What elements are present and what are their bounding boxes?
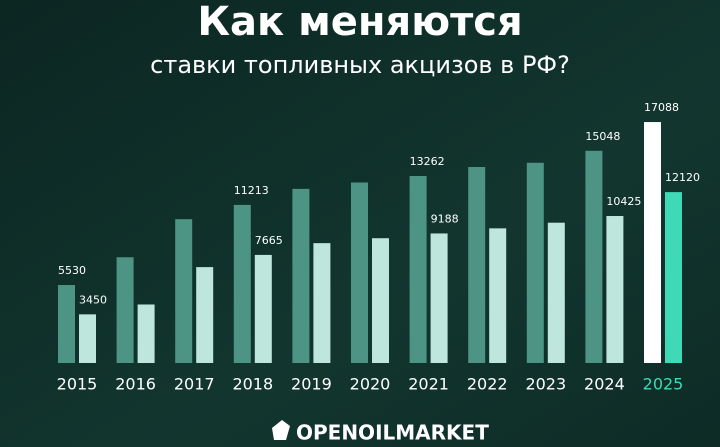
- value-label: 10425: [606, 195, 641, 208]
- x-tick-label: 2017: [174, 375, 215, 394]
- brand-name: OPENOILMARKET: [296, 421, 489, 445]
- brand-logo: OPENOILMARKET: [272, 420, 489, 445]
- value-label: 5530: [58, 264, 86, 277]
- bar: [606, 216, 624, 363]
- bar: [468, 167, 486, 363]
- x-tick-label: 2022: [467, 375, 508, 394]
- x-tick-label: 2019: [291, 375, 332, 394]
- chart-title: Как меняются: [197, 0, 522, 45]
- value-label: 7665: [255, 234, 283, 247]
- value-label: 11213: [234, 184, 269, 197]
- logo-icon: [272, 420, 290, 440]
- bar: [526, 162, 544, 363]
- bar: [430, 233, 448, 363]
- bar: [644, 122, 661, 363]
- x-tick-label: 2023: [525, 375, 566, 394]
- value-label: 13262: [410, 155, 445, 168]
- bar: [585, 150, 603, 363]
- bar: [116, 257, 134, 363]
- chart-subtitle: ставки топливных акцизов в РФ?: [150, 51, 570, 79]
- bar: [254, 254, 272, 363]
- x-tick-label: 2025: [643, 375, 684, 394]
- value-label: 17088: [644, 101, 679, 114]
- bar: [665, 192, 682, 363]
- x-tick-label: 2020: [350, 375, 391, 394]
- value-label: 12120: [665, 171, 700, 184]
- value-label: 3450: [79, 293, 107, 306]
- bar: [313, 243, 331, 363]
- bar: [58, 285, 75, 363]
- value-label: 15048: [585, 130, 620, 143]
- bar: [547, 222, 565, 363]
- x-tick-label: 2015: [57, 375, 98, 394]
- x-tick-label: 2016: [115, 375, 156, 394]
- x-tick-label: 2021: [408, 375, 449, 394]
- bar: [137, 304, 155, 363]
- bar: [79, 314, 96, 363]
- bar: [372, 238, 389, 363]
- bar: [292, 188, 310, 363]
- x-tick-label: 2024: [584, 375, 625, 394]
- bar: [351, 182, 368, 363]
- value-label: 9188: [431, 212, 459, 225]
- x-tick-label: 2018: [232, 375, 273, 394]
- bar: [175, 219, 193, 363]
- bar: [489, 228, 507, 363]
- bar: [233, 204, 251, 363]
- bar: [196, 267, 214, 363]
- bar: [409, 176, 427, 363]
